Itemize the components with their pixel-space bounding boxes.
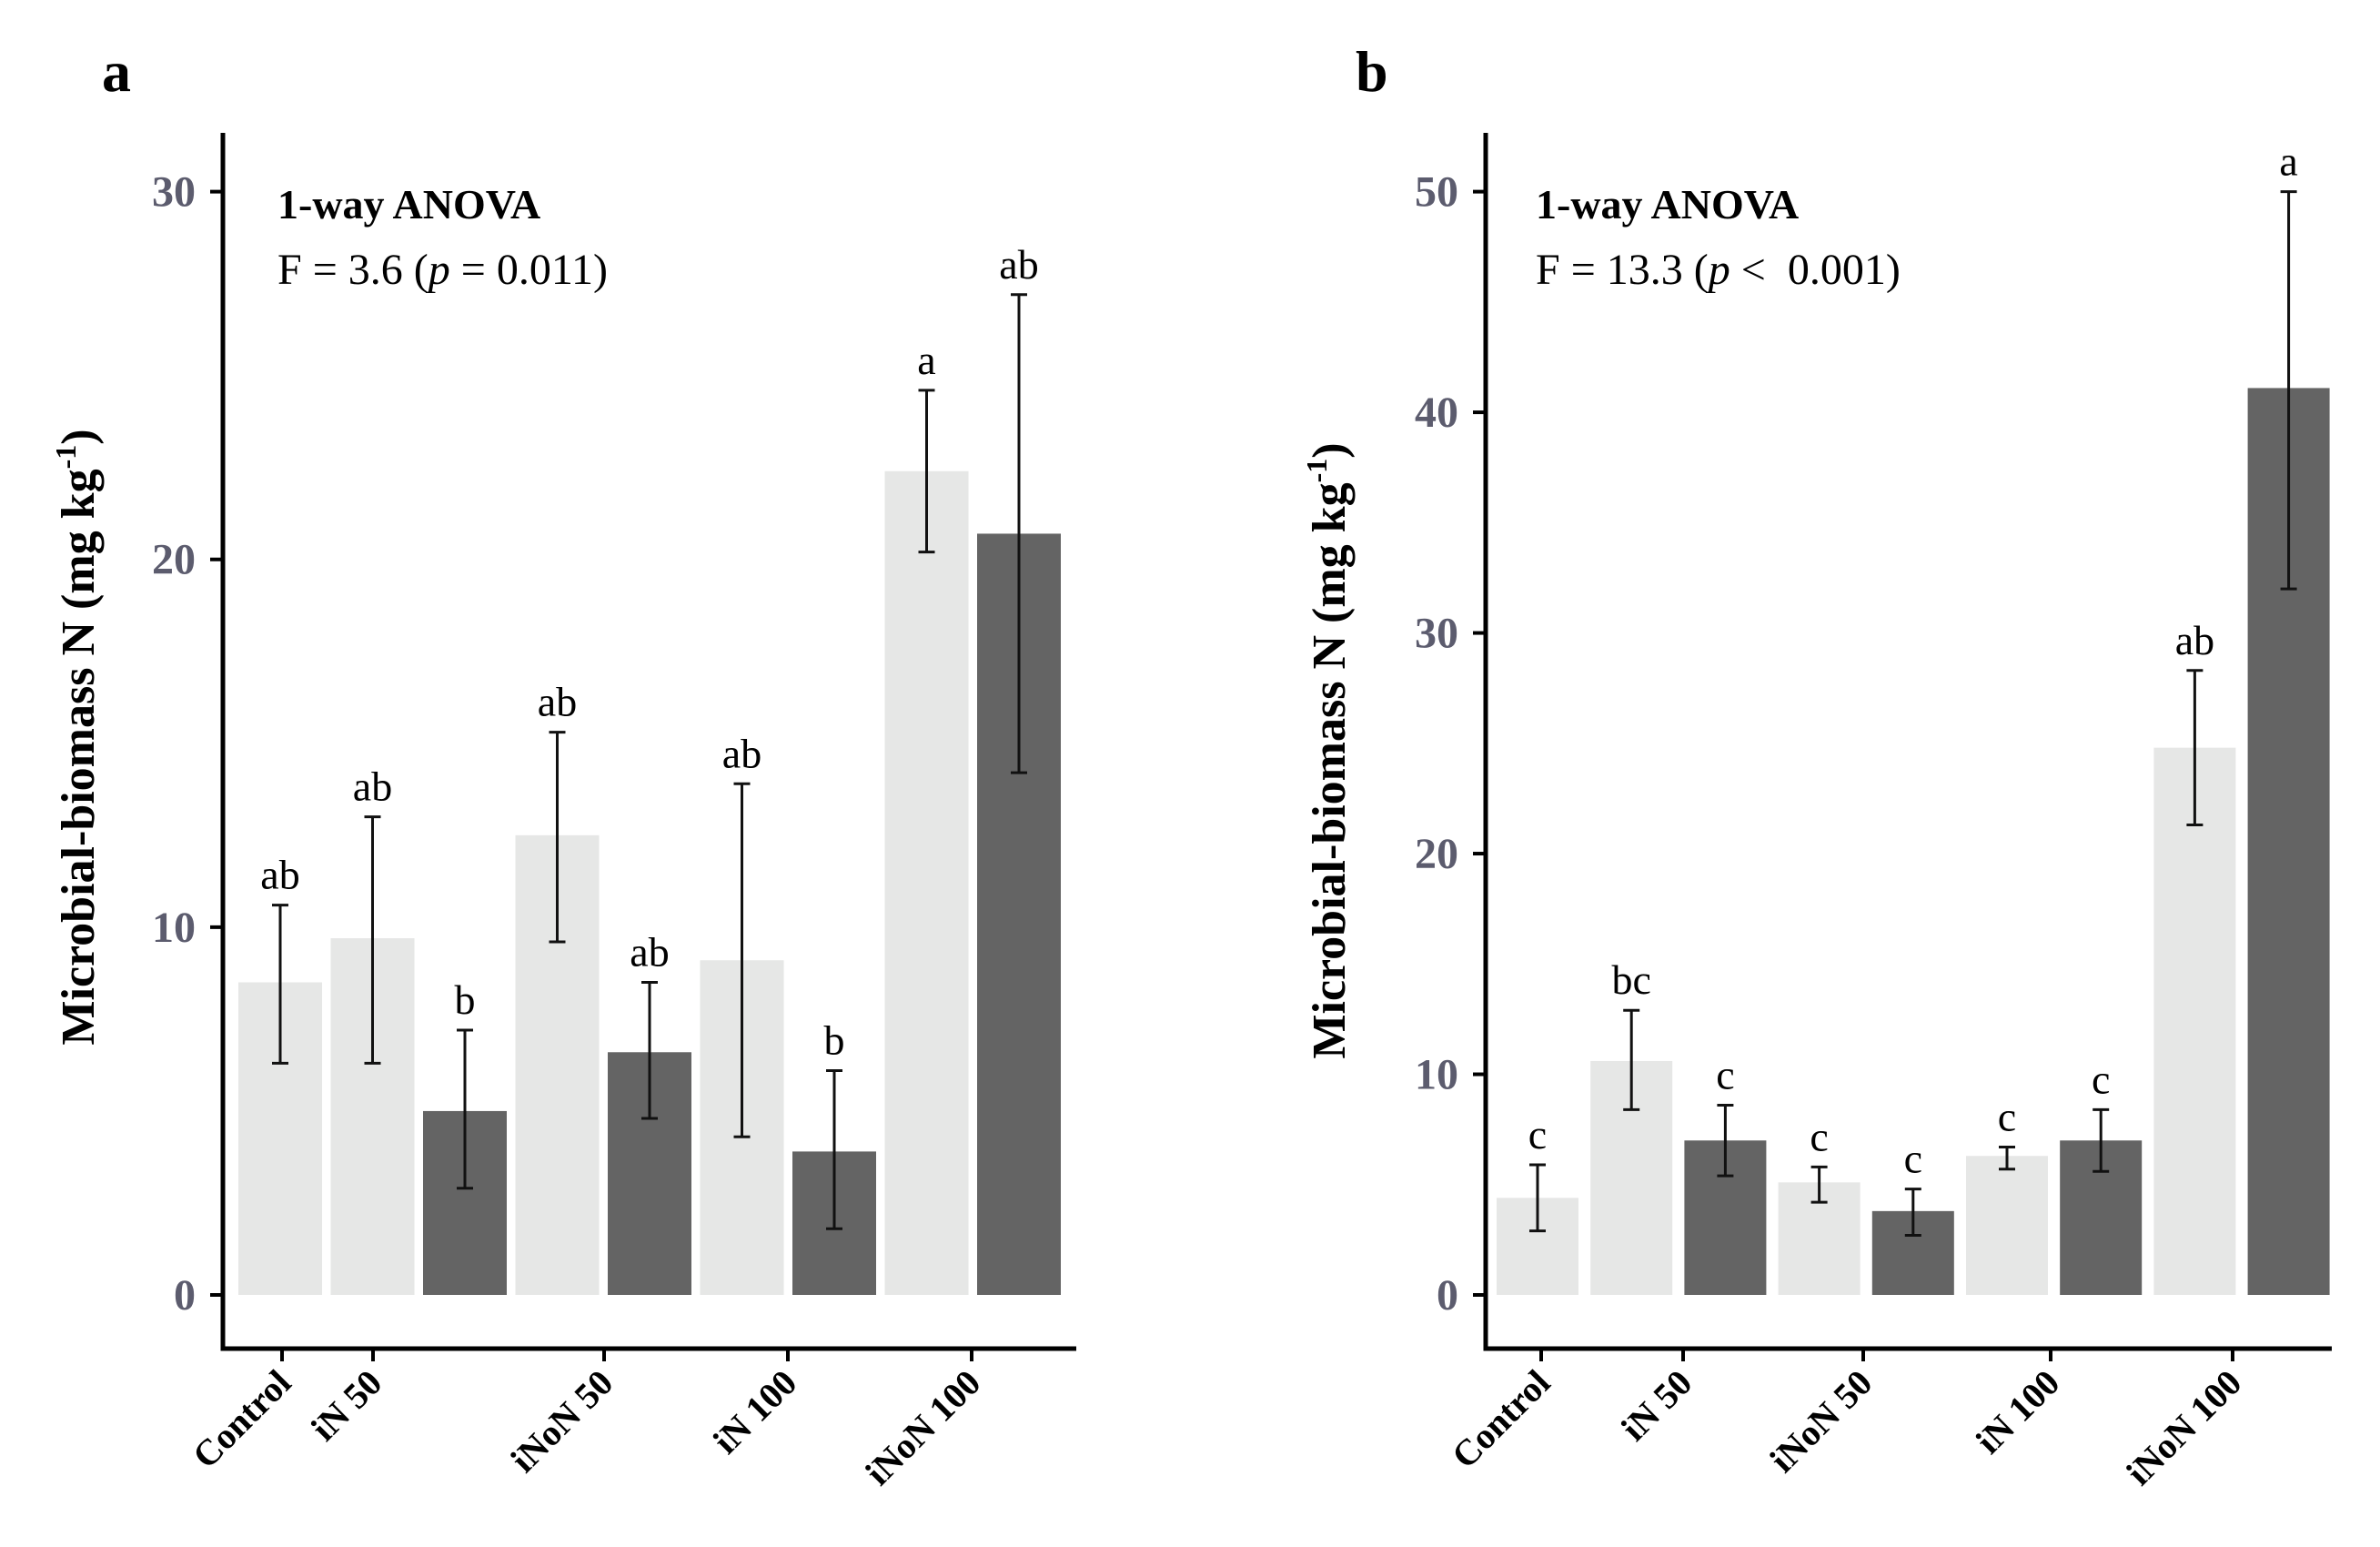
significance-letter: ab bbox=[999, 241, 1038, 288]
bars bbox=[238, 470, 1061, 1295]
significance-letter: ab bbox=[2175, 617, 2214, 663]
x-tick-label: iNoN 50 bbox=[502, 1362, 620, 1481]
y-tick-label: 30 bbox=[152, 168, 196, 217]
x-tick-label: Control bbox=[1444, 1362, 1558, 1477]
panel-b: b Microbial-biomass N (mg kg-1) 0 10 20 30 4… bbox=[1300, 39, 2332, 1493]
x-axis-ticks: Control iN 50 iNoN 50 iN 100 iNoN 100 bbox=[1444, 1349, 2249, 1493]
y-tick-label: 10 bbox=[152, 904, 196, 952]
anova-annotation: 1-way ANOVA F = 3.6 (p = 0.011) bbox=[277, 181, 608, 294]
y-axis-label: Microbial-biomass N (mg kg-1) bbox=[1300, 442, 1356, 1058]
anova-title: 1-way ANOVA bbox=[1536, 181, 1799, 228]
significance-letter: c bbox=[1528, 1111, 1547, 1158]
significance-letter: ab bbox=[353, 763, 392, 810]
significance-letter: a bbox=[917, 337, 935, 383]
significance-letter: b bbox=[455, 976, 476, 1023]
anova-annotation: 1-way ANOVA F = 13.3 (p < 0.001) bbox=[1536, 181, 1901, 294]
y-axis-ticks: 0 10 20 30 40 50 bbox=[1415, 168, 1486, 1320]
y-axis-ticks: 0 10 20 30 bbox=[152, 168, 223, 1320]
y-tick-label: 20 bbox=[152, 536, 196, 584]
bars bbox=[1497, 388, 2330, 1295]
x-tick-label: iNoN 100 bbox=[2118, 1362, 2249, 1493]
significance-letter: ab bbox=[630, 928, 669, 975]
anova-statistic: F = 13.3 (p < 0.001) bbox=[1536, 246, 1901, 294]
y-tick-label: 10 bbox=[1415, 1051, 1458, 1099]
y-axis-label: Microbial-biomass N (mg kg-1) bbox=[49, 429, 105, 1045]
significance-letter: c bbox=[1716, 1051, 1734, 1097]
bar bbox=[2153, 747, 2236, 1295]
significance-letter: c bbox=[2092, 1056, 2110, 1102]
significance-letter: c bbox=[1810, 1113, 1828, 1159]
significance-letter: c bbox=[1904, 1136, 1922, 1182]
panel-label-b: b bbox=[1356, 39, 1388, 104]
y-tick-label: 0 bbox=[174, 1271, 196, 1320]
significance-letter: a bbox=[2279, 138, 2297, 185]
anova-statistic: F = 3.6 (p = 0.011) bbox=[277, 246, 608, 294]
significance-letters: c bc c c c c c ab a bbox=[1528, 138, 2298, 1182]
x-tick-label: iN 50 bbox=[1613, 1362, 1699, 1449]
significance-letters: ab ab b ab ab ab b a ab bbox=[260, 241, 1038, 1064]
error-bars bbox=[272, 293, 1027, 1230]
error-bars bbox=[1529, 190, 2297, 1238]
x-tick-label: Control bbox=[185, 1362, 299, 1477]
x-axis-ticks: Control iN 50 iNoN 50 iN 100 iNoN 100 bbox=[185, 1349, 988, 1493]
significance-letter: bc bbox=[1611, 956, 1650, 1003]
significance-letter: ab bbox=[538, 679, 577, 725]
significance-letter: c bbox=[1998, 1094, 2016, 1140]
y-tick-label: 50 bbox=[1415, 168, 1458, 217]
x-tick-label: iN 50 bbox=[303, 1362, 389, 1449]
bar bbox=[1966, 1156, 2048, 1295]
significance-letter: ab bbox=[722, 730, 761, 776]
y-tick-label: 30 bbox=[1415, 610, 1458, 658]
y-tick-label: 40 bbox=[1415, 389, 1458, 437]
x-tick-label: iNoN 50 bbox=[1761, 1362, 1880, 1481]
x-tick-label: iNoN 100 bbox=[857, 1362, 988, 1493]
significance-letter: b bbox=[824, 1016, 845, 1063]
x-tick-label: iN 100 bbox=[1968, 1362, 2068, 1462]
y-tick-label: 0 bbox=[1437, 1271, 1458, 1320]
significance-letter: ab bbox=[260, 852, 299, 898]
y-tick-label: 20 bbox=[1415, 830, 1458, 878]
panel-label-a: a bbox=[102, 39, 131, 104]
panel-a: a Microbial-biomass N (mg kg-1) 0102030 … bbox=[49, 39, 1076, 1493]
anova-title: 1-way ANOVA bbox=[277, 181, 540, 228]
x-tick-label: iN 100 bbox=[705, 1362, 805, 1462]
bar bbox=[884, 470, 969, 1295]
